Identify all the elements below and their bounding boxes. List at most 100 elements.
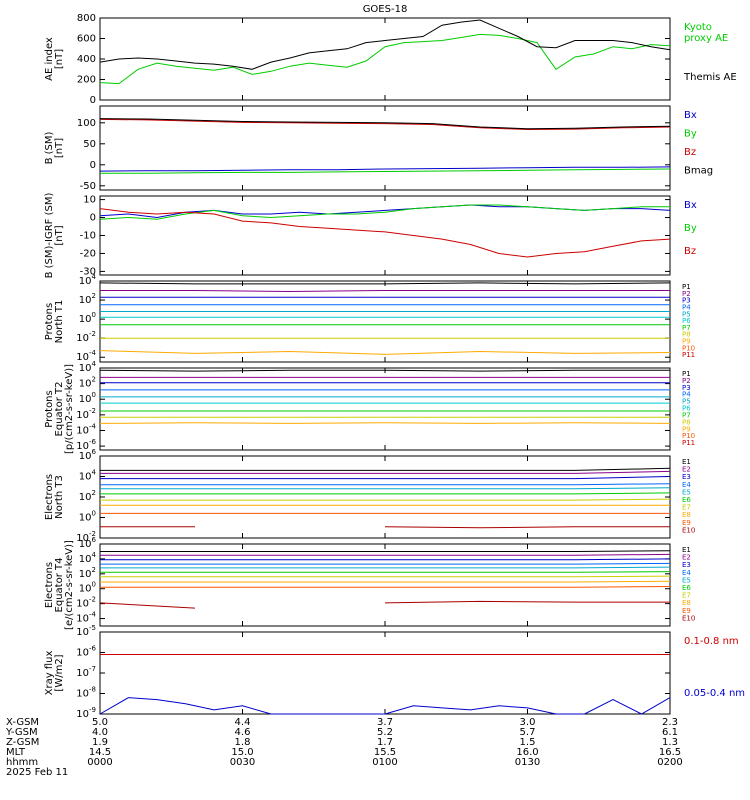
y-tick-label: 600	[77, 34, 96, 45]
y-axis-label: Protons	[44, 303, 55, 340]
y-axis-label: [nT]	[54, 138, 65, 158]
panel-b: -50 0 50 100 B (SM) [nT] Bx By Bz Bmag	[44, 105, 713, 192]
series-line-p9	[99, 350, 671, 355]
orbit-row-label: X-GSM	[6, 717, 39, 728]
orbit-row-label: Y-GSM	[5, 727, 38, 738]
chart-title: GOES-18	[363, 4, 408, 15]
y-tick-exponent: 6	[92, 536, 97, 544]
legend-p2: P2	[682, 290, 691, 298]
series-line-e2	[100, 553, 671, 556]
y-axis-label: [p/(cm2-s-sr-keV)]	[64, 364, 75, 454]
series-line-e4	[100, 483, 671, 486]
y-tick-exponent: -9	[89, 706, 96, 714]
orbit-value-x: 3.0	[520, 717, 536, 728]
y-axis-label: B (SM)-IGRF (SM)	[44, 193, 55, 279]
orbit-value-mlt: 15.0	[231, 747, 253, 758]
y-axis-label: AE index	[44, 37, 55, 81]
orbit-value-mlt: 14.5	[89, 747, 111, 758]
y-tick-label: 102	[79, 566, 96, 580]
y-tick-label: 0	[90, 213, 96, 224]
legend-p3: P3	[682, 384, 691, 392]
legend-p1: P1	[682, 370, 691, 378]
series-line-p9	[99, 422, 671, 424]
series-line-e3	[100, 476, 671, 480]
legend-p8: P8	[682, 331, 691, 339]
y-axis-label: [nT]	[54, 49, 65, 69]
legend-e2: E2	[682, 466, 691, 474]
y-tick-label: 102	[79, 489, 96, 503]
y-axis-label: North T1	[54, 300, 65, 344]
y-tick-exponent: -2	[89, 407, 96, 415]
y-tick-label: 400	[77, 54, 96, 65]
series-line-e7	[100, 575, 671, 578]
legend-bx: Bx	[684, 200, 697, 211]
orbit-value-x: 3.7	[377, 717, 393, 728]
y-axis-label: Protons	[44, 390, 55, 427]
legend-e5: E5	[682, 488, 691, 496]
legend-bx: Bx	[684, 110, 697, 121]
legend-p4: P4	[682, 391, 691, 399]
y-tick-label: 100	[79, 311, 96, 325]
series-line-e10	[99, 600, 670, 609]
series-line-p2	[100, 290, 670, 293]
series-line-bz	[99, 208, 671, 258]
legend-e4: E4	[682, 481, 691, 489]
legend-e3: E3	[682, 473, 691, 481]
y-tick-label: 104	[79, 273, 97, 287]
legend-e9: E9	[682, 607, 691, 615]
legend-p4: P4	[682, 303, 691, 311]
legend-e5: E5	[682, 576, 691, 584]
legend-p10: P10	[682, 432, 695, 440]
series-line-bx	[99, 204, 671, 219]
y-axis-label: North T3	[54, 475, 65, 519]
orbit-value-x: 4.4	[235, 717, 251, 728]
legend-e3: E3	[682, 561, 691, 569]
legend-p2: P2	[682, 377, 691, 385]
y-tick-exponent: -4	[89, 422, 97, 430]
legend-bmag: Bmag	[684, 166, 713, 177]
orbit-value-y: 5.7	[520, 727, 536, 738]
y-tick-label: 50	[83, 139, 96, 150]
series-line-e5	[100, 566, 671, 569]
y-tick-label: 10-6	[76, 645, 96, 659]
y-axis-label: Electrons	[44, 474, 55, 520]
y-axis-label: B (SM)	[44, 131, 55, 164]
y-axis-label: [e/(cm2-s-sr-keV)]	[64, 540, 75, 630]
panel-frame	[99, 455, 671, 539]
legend-p5: P5	[682, 310, 691, 318]
y-tick-exponent: 2	[92, 292, 96, 300]
y-tick-exponent: 2	[92, 489, 96, 497]
series-line-themis-ae	[99, 19, 671, 70]
y-tick-label: 10	[83, 195, 96, 206]
y-tick-label: 10-2	[76, 330, 96, 344]
orbit-value-hhmm: 0200	[657, 757, 682, 768]
y-tick-exponent: 0	[92, 581, 96, 589]
series-line-e10	[100, 526, 670, 529]
orbit-value-z: 1.3	[662, 737, 678, 748]
legend-e1: E1	[682, 458, 691, 466]
y-tick-label: 200	[77, 75, 96, 86]
legend-p11: P11	[682, 351, 695, 359]
series-line-e7	[100, 498, 671, 501]
legend-p7: P7	[682, 324, 691, 332]
orbit-value-mlt: 15.5	[374, 747, 396, 758]
legend-e9: E9	[682, 519, 691, 527]
legend-by: By	[684, 129, 697, 140]
orbit-value-z: 1.7	[377, 737, 393, 748]
orbit-value-mlt: 16.5	[659, 747, 681, 758]
series-line-kyoto-proxy-ae	[99, 33, 671, 85]
y-tick-label: 104	[79, 360, 97, 374]
series-line-e2	[100, 470, 671, 474]
series-line-e8	[100, 580, 671, 583]
legend-bz: Bz	[684, 246, 696, 257]
orbit-value-hhmm: 0100	[372, 757, 397, 768]
y-tick-exponent: -2	[89, 530, 96, 538]
y-tick-label: 102	[79, 292, 96, 306]
legend-e7: E7	[682, 504, 691, 512]
series-line-e9	[100, 586, 671, 588]
